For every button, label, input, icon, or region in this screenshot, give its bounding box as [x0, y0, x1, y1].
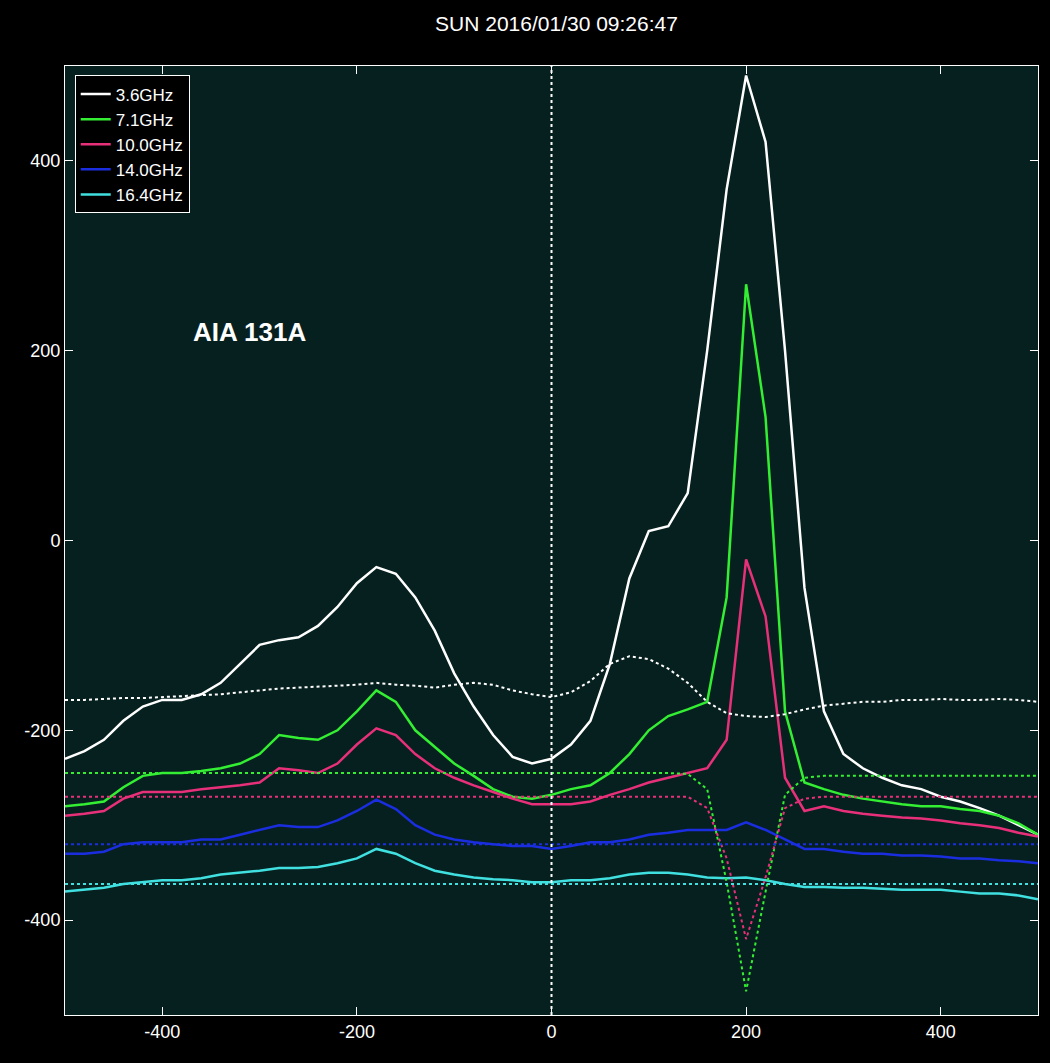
svg-text:0: 0 [546, 1022, 556, 1042]
svg-text:7.1GHz: 7.1GHz [116, 111, 174, 130]
svg-text:-400: -400 [144, 1022, 180, 1042]
svg-text:200: 200 [30, 341, 60, 361]
svg-text:400: 400 [926, 1022, 956, 1042]
svg-text:-200: -200 [24, 721, 60, 741]
svg-text:200: 200 [731, 1022, 761, 1042]
svg-text:0: 0 [50, 531, 60, 551]
svg-text:-400: -400 [24, 910, 60, 930]
svg-text:400: 400 [30, 151, 60, 171]
svg-text:3.6GHz: 3.6GHz [116, 86, 174, 105]
svg-text:16.4GHz: 16.4GHz [116, 186, 183, 205]
svg-text:14.0GHz: 14.0GHz [116, 161, 183, 180]
svg-text:AIA 131A: AIA 131A [193, 317, 306, 347]
svg-text:10.0GHz: 10.0GHz [116, 136, 183, 155]
svg-text:SUN 2016/01/30 09:26:47: SUN 2016/01/30 09:26:47 [435, 12, 678, 35]
svg-text:-200: -200 [339, 1022, 375, 1042]
